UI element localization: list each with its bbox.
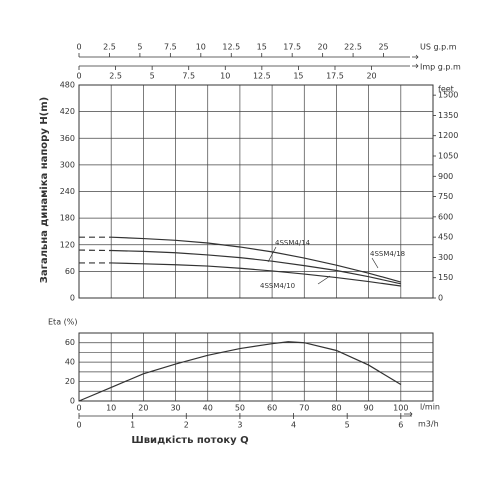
curve-label: 4SSM4/14 (275, 239, 311, 247)
m3h-tick-label: 6 (398, 421, 403, 430)
imp-tick-label: 2.5 (109, 72, 122, 81)
y2-tick-label: 1500 (438, 91, 458, 100)
imp-tick-label: 12.5 (253, 72, 271, 81)
imp-tick-label: 7.5 (182, 72, 195, 81)
x-tick-label: 100 (393, 404, 408, 413)
y-tick-label: 180 (60, 214, 75, 223)
leader-line (267, 246, 277, 263)
x-tick-label: 10 (106, 404, 116, 413)
y-tick-label: 480 (60, 81, 75, 90)
m3h-tick-label: 2 (184, 421, 189, 430)
head-curve (111, 262, 401, 287)
y2-axis-title: feet (438, 85, 454, 94)
us-tick-label: 17.5 (283, 43, 301, 52)
plot-frame (78, 84, 434, 299)
x-tick-label: 90 (364, 404, 374, 413)
imp-tick-label: 10 (220, 72, 230, 81)
x-tick-label: 0 (76, 404, 81, 413)
y-tick-label: 60 (65, 338, 75, 347)
x-tick-label: 30 (170, 404, 180, 413)
m3h-tick-label: 1 (130, 421, 135, 430)
m3h-axis-title: m3/h (418, 420, 439, 429)
us-tick-label: 15 (257, 43, 267, 52)
axis-arrow (412, 63, 419, 69)
x-tick-label: 70 (299, 404, 309, 413)
leader-line (317, 275, 331, 285)
imp-tick-label: 0 (76, 72, 81, 81)
us-tick-label: 20 (318, 43, 328, 52)
y2-tick-label: 450 (438, 233, 453, 242)
y-tick-label: 120 (60, 240, 75, 249)
lmin-axis-title: l/min (420, 403, 440, 412)
us-tick-label: 12.5 (222, 43, 240, 52)
imp-axis-title: Imp g.p.m (420, 63, 461, 72)
x-tick-label: 60 (267, 404, 277, 413)
y2-tick-label: 0 (438, 294, 443, 303)
x-axis-title: Швидкість потоку Q (131, 435, 248, 446)
imp-tick-label: 15 (293, 72, 303, 81)
y-axis-title: Загальна динаміка напору H(m) (39, 97, 50, 284)
m3h-tick-label: 4 (291, 421, 296, 430)
axis-arrow (404, 411, 413, 417)
us-tick-label: 0 (76, 43, 81, 52)
curve-label: 4SSM4/18 (370, 250, 405, 258)
axis-arrow (412, 54, 419, 60)
y2-tick-label: 150 (438, 273, 453, 282)
us-tick-label: 25 (378, 43, 388, 52)
head-curve (111, 236, 401, 283)
imp-tick-label: 17.5 (326, 72, 344, 81)
y-tick-label: 360 (60, 134, 75, 143)
x-tick-label: 50 (235, 404, 245, 413)
curve-label: 4SSM4/10 (260, 282, 295, 290)
x-tick-label: 80 (331, 404, 341, 413)
y-tick-label: 420 (60, 107, 75, 116)
x-tick-label: 20 (138, 404, 148, 413)
y-tick-label: 0 (70, 397, 75, 406)
plot-frame (78, 332, 434, 402)
m3h-tick-label: 5 (345, 421, 350, 430)
us-tick-label: 10 (196, 43, 206, 52)
y-tick-label: 60 (65, 267, 75, 276)
y-tick-label: 240 (60, 187, 75, 196)
head-curve (111, 249, 401, 285)
y2-tick-label: 600 (438, 212, 453, 221)
m3h-tick-label: 0 (76, 421, 81, 430)
imp-tick-label: 5 (150, 72, 155, 81)
y-tick-label: 40 (65, 358, 75, 367)
x-tick-label: 40 (203, 404, 213, 413)
eta-axis-title: Eta (%) (48, 318, 77, 327)
efficiency-curve (78, 341, 402, 402)
y-tick-label: 20 (65, 377, 75, 386)
us-tick-label: 22.5 (344, 43, 362, 52)
us-axis-title: US g.p.m (420, 43, 457, 52)
y2-tick-label: 1050 (438, 152, 458, 161)
us-tick-label: 2.5 (103, 43, 116, 52)
leader-line (371, 257, 379, 269)
y2-tick-label: 300 (438, 253, 453, 262)
y-tick-label: 0 (70, 294, 75, 303)
y2-tick-label: 1200 (438, 131, 458, 140)
y2-tick-label: 900 (438, 172, 453, 181)
imp-tick-label: 20 (366, 72, 376, 81)
y-tick-label: 300 (60, 160, 75, 169)
us-tick-label: 5 (137, 43, 142, 52)
y2-tick-label: 750 (438, 192, 453, 201)
us-tick-label: 7.5 (164, 43, 177, 52)
y2-tick-label: 1350 (438, 111, 458, 120)
m3h-tick-label: 3 (237, 421, 242, 430)
